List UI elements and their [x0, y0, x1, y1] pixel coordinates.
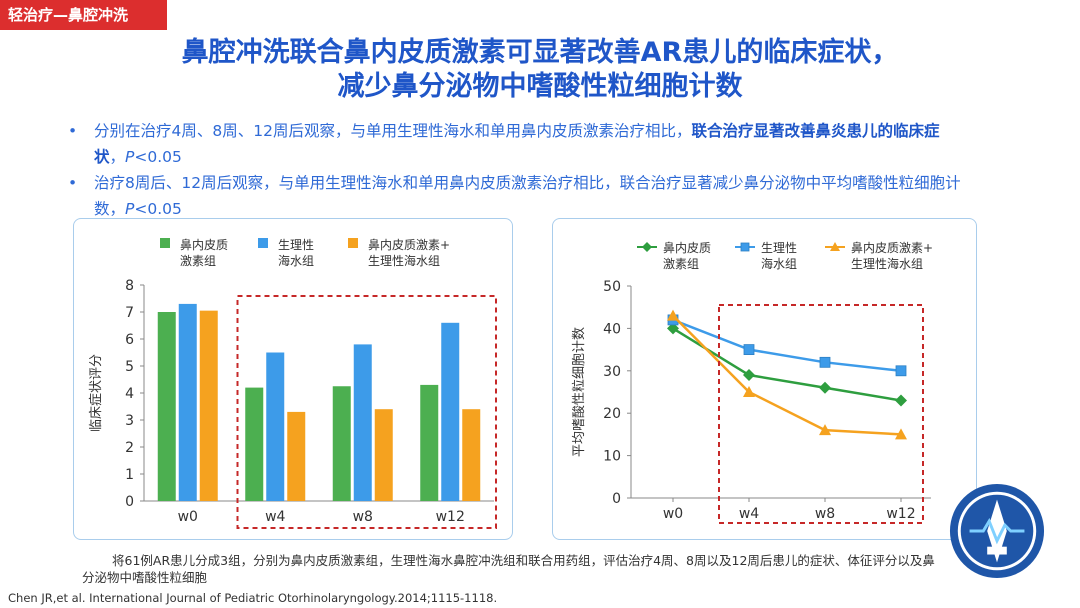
y-tick-label: 8 — [125, 278, 134, 294]
bar-w8-series-2 — [374, 409, 393, 501]
title-line-2: 减少鼻分泌物中嗜酸性粒细胞计数 — [337, 71, 743, 102]
section-tag: 轻治疗—鼻腔冲洗 — [0, 0, 167, 30]
y-tick-label: 0 — [125, 494, 134, 510]
legend-label-2-1: 生理性海水组 — [368, 253, 440, 268]
highlight-box — [718, 304, 924, 524]
series-line-0 — [672, 327, 902, 402]
bar-w0-series-1 — [178, 303, 197, 501]
legend-label-2-0: 鼻内皮质激素+ — [851, 240, 933, 255]
bar-w0-series-2 — [199, 310, 218, 501]
x-tick-label-w8: w8 — [353, 509, 373, 525]
marker-square-1 — [740, 242, 750, 252]
study-footnote: 将61例AR患儿分成3组，分别为鼻内皮质激素组，生理性海水鼻腔冲洗组和联合用药组… — [82, 553, 935, 585]
hospital-seal-logo — [949, 483, 1045, 579]
legend-swatch-1 — [258, 238, 268, 248]
legend-label-1-0: 生理性 — [278, 238, 314, 252]
series-line-1 — [672, 318, 902, 373]
title-line-1: 鼻腔冲洗联合鼻内皮质激素可显著改善AR患儿的临床症状， — [181, 37, 899, 68]
y-tick-label: 40 — [603, 321, 621, 337]
bullet-item-2: 治疗8周后、12周后观察，与单用生理性海水和单用鼻内皮质激素治疗相比，联合治疗显… — [68, 170, 968, 222]
marker-triangle-2 — [667, 309, 679, 321]
marker-diamond-0 — [895, 394, 907, 407]
bullet-1-tail: ， — [109, 148, 126, 166]
y-tick-label: 4 — [125, 386, 134, 402]
legend-label-0-0: 鼻内皮质 — [180, 237, 228, 252]
bullet-2-text: 治疗8周后、12周后观察，与单用生理性海水和单用鼻内皮质激素治疗相比，联合治疗显… — [94, 174, 961, 218]
bullet-item-1: 分别在治疗4周、8周、12周后观察，与单用生理性海水和单用鼻内皮质激素治疗相比，… — [68, 118, 968, 170]
x-tick-label-w12: w12 — [436, 509, 465, 525]
bar-w0-series-0 — [157, 312, 176, 501]
bullet-2-pvalue: <0.05 — [134, 200, 182, 218]
legend-swatch-0 — [160, 238, 170, 248]
marker-triangle-2 — [895, 428, 907, 440]
marker-diamond-0 — [743, 369, 755, 382]
bar-w12-series-1 — [441, 322, 460, 501]
marker-triangle-2 — [743, 386, 755, 397]
legend-label-1-1: 海水组 — [278, 253, 314, 268]
bar-w4-series-0 — [245, 387, 264, 501]
y-tick-label: 10 — [603, 449, 621, 465]
bar-w8-series-1 — [353, 344, 372, 501]
legend-label-0-1: 激素组 — [180, 254, 216, 268]
legend-label-2-1: 生理性海水组 — [851, 256, 923, 271]
marker-diamond-0 — [642, 242, 652, 252]
legend-label-0-0: 鼻内皮质 — [663, 240, 711, 255]
bullet-1-pvalue: <0.05 — [134, 148, 182, 166]
y-tick-label: 7 — [125, 305, 134, 321]
bullet-2-p: P — [125, 200, 135, 218]
legend-label-1-0: 生理性 — [761, 241, 797, 255]
legend-swatch-2 — [348, 238, 358, 248]
citation: Chen JR,et al. International Journal of … — [8, 591, 498, 605]
x-tick-label-w4: w4 — [739, 506, 759, 522]
legend-label-1-1: 海水组 — [761, 256, 797, 271]
bar-w12-series-0 — [420, 384, 439, 501]
y-tick-label: 2 — [125, 440, 134, 456]
series-line-2 — [672, 314, 902, 436]
bar-chart: 鼻内皮质激素组生理性海水组鼻内皮质激素+生理性海水组012345678临床症状评… — [89, 237, 497, 529]
marker-square-1 — [819, 356, 831, 368]
bar-w12-series-2 — [462, 409, 481, 501]
marker-triangle-2 — [830, 242, 840, 251]
line-chart-panel: 鼻内皮质 激素组 生理性 海水组 鼻内皮质激素+ 生理性海水组 0 10 20 30 40 50 平均嗜… — [552, 218, 977, 540]
marker-diamond-0 — [667, 322, 679, 335]
y-tick-label: 6 — [125, 332, 134, 348]
y-tick-label: 20 — [603, 406, 621, 422]
legend-label-2-0: 鼻内皮质激素+ — [368, 237, 450, 252]
y-tick-label: 50 — [603, 279, 621, 295]
bar-w4-series-1 — [266, 352, 285, 501]
bullet-1-text: 分别在治疗4周、8周、12周后观察，与单用生理性海水和单用鼻内皮质激素治疗相比， — [94, 122, 692, 140]
bullet-1-p: P — [125, 148, 135, 166]
marker-square-1 — [743, 344, 755, 355]
legend-label-0-1: 激素组 — [663, 257, 699, 271]
y-tick-label: 5 — [125, 359, 134, 375]
bar-w4-series-2 — [287, 411, 306, 501]
y-tick-label: 30 — [603, 364, 621, 380]
page-title: 鼻腔冲洗联合鼻内皮质激素可显著改善AR患儿的临床症状， 减少鼻分泌物中嗜酸性粒细… — [0, 36, 1080, 104]
x-tick-label-w0: w0 — [178, 509, 198, 525]
x-tick-label-w0: w0 — [663, 506, 683, 522]
y-tick-label: 3 — [125, 413, 134, 429]
x-tick-label-w12: w12 — [886, 506, 915, 522]
y-axis-label: 临床症状评分 — [89, 354, 104, 432]
y-axis-label: 平均嗜酸性粒细胞计数 — [572, 327, 587, 457]
x-tick-label-w4: w4 — [265, 509, 285, 525]
bar-chart-panel: 鼻内皮质 激素组 生理性 海水组 鼻内皮质激素+ 生理性海水组 0 1 2 3 4 5 6 7 8 临床症状评… — [73, 218, 513, 540]
bar-w8-series-0 — [332, 386, 351, 501]
y-tick-label: 0 — [612, 491, 621, 507]
highlight-box — [236, 295, 497, 529]
x-tick-label-w8: w8 — [815, 506, 835, 522]
line-chart: 鼻内皮质激素组生理性海水组鼻内皮质激素+生理性海水组01020304050平均嗜… — [572, 240, 933, 524]
bullet-1-bold: 联合治疗显著改善鼻炎患儿的临床症状 — [94, 122, 940, 166]
y-tick-label: 1 — [125, 467, 134, 483]
marker-square-1 — [895, 365, 907, 377]
bullet-list: 分别在治疗4周、8周、12周后观察，与单用生理性海水和单用鼻内皮质激素治疗相比，… — [68, 118, 968, 222]
marker-diamond-0 — [819, 381, 831, 394]
marker-triangle-2 — [819, 424, 831, 436]
